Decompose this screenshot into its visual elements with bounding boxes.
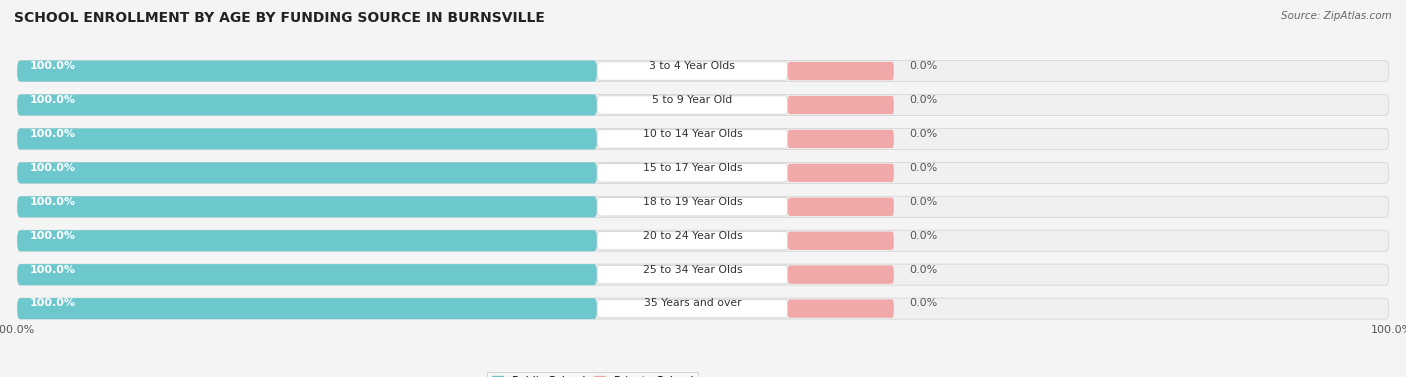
FancyBboxPatch shape [787,265,894,284]
FancyBboxPatch shape [17,196,1389,217]
Text: 0.0%: 0.0% [910,95,938,105]
FancyBboxPatch shape [787,62,894,80]
FancyBboxPatch shape [17,230,598,251]
Text: 20 to 24 Year Olds: 20 to 24 Year Olds [643,231,742,241]
FancyBboxPatch shape [598,265,787,284]
FancyBboxPatch shape [17,61,598,81]
FancyBboxPatch shape [17,298,598,319]
FancyBboxPatch shape [17,162,598,183]
FancyBboxPatch shape [17,95,598,115]
Text: 0.0%: 0.0% [910,129,938,139]
Text: 100.0%: 100.0% [30,231,76,241]
FancyBboxPatch shape [598,130,787,148]
FancyBboxPatch shape [17,162,1389,183]
FancyBboxPatch shape [17,264,1389,285]
Text: 100.0%: 100.0% [30,163,76,173]
FancyBboxPatch shape [787,198,894,216]
Text: Source: ZipAtlas.com: Source: ZipAtlas.com [1281,11,1392,21]
Text: 18 to 19 Year Olds: 18 to 19 Year Olds [643,197,742,207]
Text: 25 to 34 Year Olds: 25 to 34 Year Olds [643,265,742,274]
FancyBboxPatch shape [598,231,787,250]
Text: 0.0%: 0.0% [910,197,938,207]
Text: 15 to 17 Year Olds: 15 to 17 Year Olds [643,163,742,173]
FancyBboxPatch shape [787,299,894,318]
FancyBboxPatch shape [17,95,1389,115]
FancyBboxPatch shape [17,61,1389,81]
Text: SCHOOL ENROLLMENT BY AGE BY FUNDING SOURCE IN BURNSVILLE: SCHOOL ENROLLMENT BY AGE BY FUNDING SOUR… [14,11,546,25]
FancyBboxPatch shape [787,96,894,114]
FancyBboxPatch shape [17,230,1389,251]
FancyBboxPatch shape [598,164,787,182]
Text: 100.0%: 100.0% [30,61,76,71]
FancyBboxPatch shape [17,129,1389,149]
FancyBboxPatch shape [787,231,894,250]
FancyBboxPatch shape [598,299,787,318]
Text: 100.0%: 100.0% [30,129,76,139]
FancyBboxPatch shape [17,196,598,217]
Text: 10 to 14 Year Olds: 10 to 14 Year Olds [643,129,742,139]
Text: 100.0%: 100.0% [30,197,76,207]
FancyBboxPatch shape [598,96,787,114]
Text: 5 to 9 Year Old: 5 to 9 Year Old [652,95,733,105]
Text: 0.0%: 0.0% [910,231,938,241]
FancyBboxPatch shape [598,198,787,216]
FancyBboxPatch shape [787,164,894,182]
Text: 0.0%: 0.0% [910,163,938,173]
Text: 0.0%: 0.0% [910,299,938,308]
Text: 35 Years and over: 35 Years and over [644,299,741,308]
FancyBboxPatch shape [787,130,894,148]
FancyBboxPatch shape [17,298,1389,319]
Text: 100.0%: 100.0% [30,265,76,274]
Text: 0.0%: 0.0% [910,265,938,274]
FancyBboxPatch shape [17,129,598,149]
FancyBboxPatch shape [17,264,598,285]
Text: 3 to 4 Year Olds: 3 to 4 Year Olds [650,61,735,71]
FancyBboxPatch shape [598,62,787,80]
Text: 0.0%: 0.0% [910,61,938,71]
Text: 100.0%: 100.0% [30,95,76,105]
Legend: Public School, Private School: Public School, Private School [488,372,699,377]
Text: 100.0%: 100.0% [30,299,76,308]
